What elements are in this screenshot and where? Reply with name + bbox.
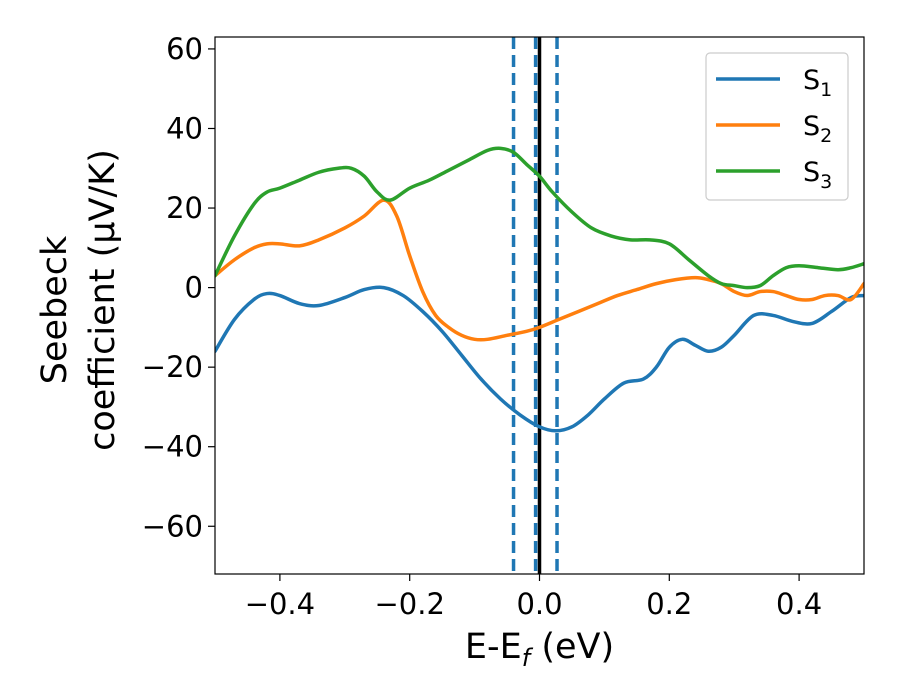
y-tick-label: 0 [185,271,203,305]
series-line-s1 [215,285,864,433]
x-tick-label: 0.0 [516,587,562,621]
legend-label-s3: S3 [803,157,832,193]
y-axis-title-line1: Seebeck [35,235,75,384]
y-axis: −60 −40 −20 0 20 40 60 [142,32,215,543]
y-tick-label: −60 [142,509,203,543]
y-tick-label: 20 [166,191,203,225]
legend-label-s2: S2 [803,111,832,147]
y-axis-title-line2: coefficient (μV/K) [83,149,123,451]
y-axis-title: Seebeck coefficient (μV/K) [35,149,123,451]
x-tick-label: 0.4 [776,587,822,621]
y-tick-label: −20 [142,350,203,384]
x-axis-title: E-Ef (eV) [465,627,614,672]
y-tick-label: 60 [166,32,203,66]
y-tick-label: −40 [142,430,203,464]
series-line-s2 [215,198,864,342]
series-line-s3 [215,146,864,290]
x-axis: −0.4 −0.2 0.0 0.2 0.4 [245,574,822,621]
x-tick-label: 0.2 [646,587,692,621]
reference-lines [511,37,559,574]
series-layer [215,146,864,433]
x-axis-title-main: E-E [465,627,522,667]
x-tick-label: −0.4 [245,587,315,621]
x-tick-label: −0.2 [374,587,444,621]
x-axis-title-tail: (eV) [530,627,614,667]
legend-label-s1: S1 [803,65,832,101]
legend: S1 S2 S3 [705,52,849,201]
y-tick-label: 40 [166,111,203,145]
